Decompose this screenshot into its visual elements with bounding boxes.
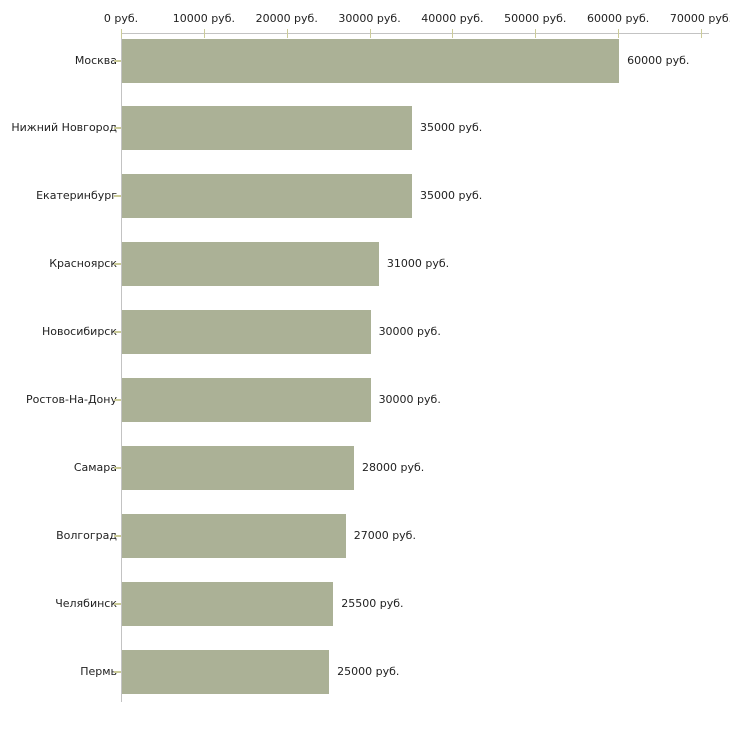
category-label: Екатеринбург: [36, 189, 117, 203]
category-label: Новосибирск: [41, 325, 117, 339]
x-axis-tick: [701, 29, 702, 38]
x-axis-tick-label: 10000 руб.: [172, 12, 235, 25]
bar: [122, 445, 354, 490]
x-axis-tick: [369, 29, 371, 38]
bar-value-label: 25500 руб.: [341, 596, 404, 610]
bar-value-label: 27000 руб.: [353, 528, 416, 542]
x-axis-line: [121, 33, 709, 34]
category-label: Нижний Новгород: [11, 121, 117, 135]
bar-value-label: 35000 руб.: [420, 189, 483, 203]
bar: [122, 513, 346, 558]
x-axis-tick: [286, 29, 288, 38]
bar-value-label: 28000 руб.: [362, 460, 425, 474]
y-axis-tick: [114, 331, 121, 334]
x-axis-tick-label: 20000 руб.: [255, 12, 318, 25]
x-axis-tick: [618, 29, 620, 38]
bar: [122, 581, 334, 626]
bar: [122, 38, 620, 83]
category-label: Самара: [73, 460, 117, 474]
category-label: Волгоград: [56, 528, 117, 542]
y-axis-tick: [114, 602, 121, 605]
y-axis-tick: [114, 59, 121, 62]
bar-value-label: 31000 руб.: [386, 257, 450, 271]
x-axis-tick: [203, 29, 205, 38]
bar: [122, 649, 330, 694]
x-axis-tick: [121, 29, 122, 38]
x-axis-tick-label: 60000 руб.: [587, 12, 650, 25]
x-axis-tick-label: 40000 руб.: [421, 12, 484, 25]
y-axis-line: [121, 33, 122, 702]
bar: [122, 106, 412, 151]
y-axis-tick: [114, 466, 121, 469]
x-axis-tick: [452, 29, 454, 38]
x-axis-tick-label: 30000 руб.: [338, 12, 401, 25]
bar: [122, 310, 371, 355]
category-label: Пермь: [80, 664, 117, 678]
category-label: Ростов-На-Дону: [25, 393, 117, 406]
bar-value-label: 60000 руб.: [627, 53, 690, 67]
y-axis-tick: [114, 195, 121, 198]
bar-value-label: 30000 руб.: [378, 393, 441, 406]
x-axis-tick-label: 50000 руб.: [504, 12, 567, 25]
x-axis-tick: [535, 29, 537, 38]
y-axis-tick: [114, 127, 121, 130]
x-axis-tick-label: 70000 руб.: [669, 12, 730, 25]
bar: [122, 378, 371, 422]
bar-value-label: 35000 руб.: [420, 121, 483, 135]
y-axis-tick: [114, 670, 121, 673]
bar: [122, 174, 412, 219]
x-axis-tick-label: 0 руб.: [103, 12, 139, 25]
y-axis-tick: [114, 399, 121, 401]
category-label: Челябинск: [55, 596, 117, 610]
bar-value-label: 30000 руб.: [378, 325, 441, 339]
bar: [122, 242, 379, 287]
category-label: Красноярск: [49, 257, 117, 271]
category-label: Москва: [74, 53, 117, 67]
bar-value-label: 25000 руб.: [337, 664, 400, 678]
y-axis-tick: [114, 534, 121, 537]
y-axis-tick: [114, 263, 121, 266]
